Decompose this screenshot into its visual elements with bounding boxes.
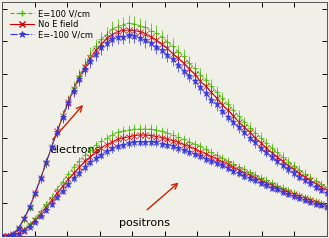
Legend: E=100 V/cm, No E field, E=-100 V/cm: E=100 V/cm, No E field, E=-100 V/cm — [10, 9, 94, 41]
Text: electrons: electrons — [49, 145, 101, 155]
Text: positrons: positrons — [119, 218, 170, 228]
